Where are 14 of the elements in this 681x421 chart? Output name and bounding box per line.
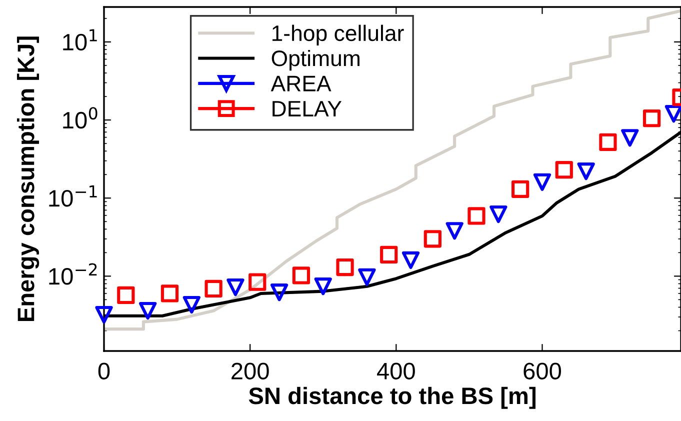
x-tick-label: 400 bbox=[377, 362, 415, 380]
y-tick-label: 10$^{−1}$ bbox=[49, 185, 97, 207]
y-tick-label: 10$^{1}$ bbox=[63, 29, 97, 51]
y-tick-label: 10$^{−2}$ bbox=[49, 263, 97, 285]
legend-label: Optimum bbox=[272, 50, 360, 71]
x-axis-title: SN distance to the BS [m] bbox=[248, 386, 536, 409]
x-tick-label: 0 bbox=[98, 362, 110, 380]
x-tick-label: 200 bbox=[232, 362, 269, 380]
legend-label: DELAY bbox=[272, 101, 342, 116]
y-tick-label: 10$^{0}$ bbox=[63, 107, 98, 129]
legend-label: 1-hop cellular bbox=[272, 24, 404, 46]
x-tick-label: 600 bbox=[524, 362, 562, 380]
legend-label: AREA bbox=[270, 76, 332, 92]
y-axis-title: Energy consumption [KJ] bbox=[16, 36, 40, 322]
